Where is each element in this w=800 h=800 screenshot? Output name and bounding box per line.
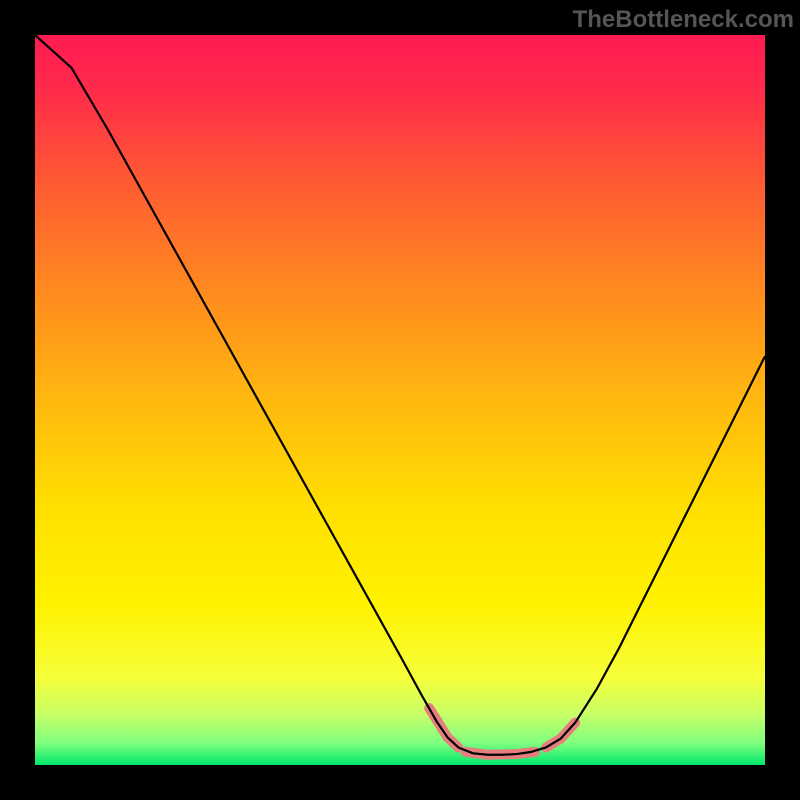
chart-container: TheBottleneck.com: [0, 0, 800, 800]
bottleneck-chart: [0, 0, 800, 800]
watermark-text: TheBottleneck.com: [573, 6, 794, 34]
